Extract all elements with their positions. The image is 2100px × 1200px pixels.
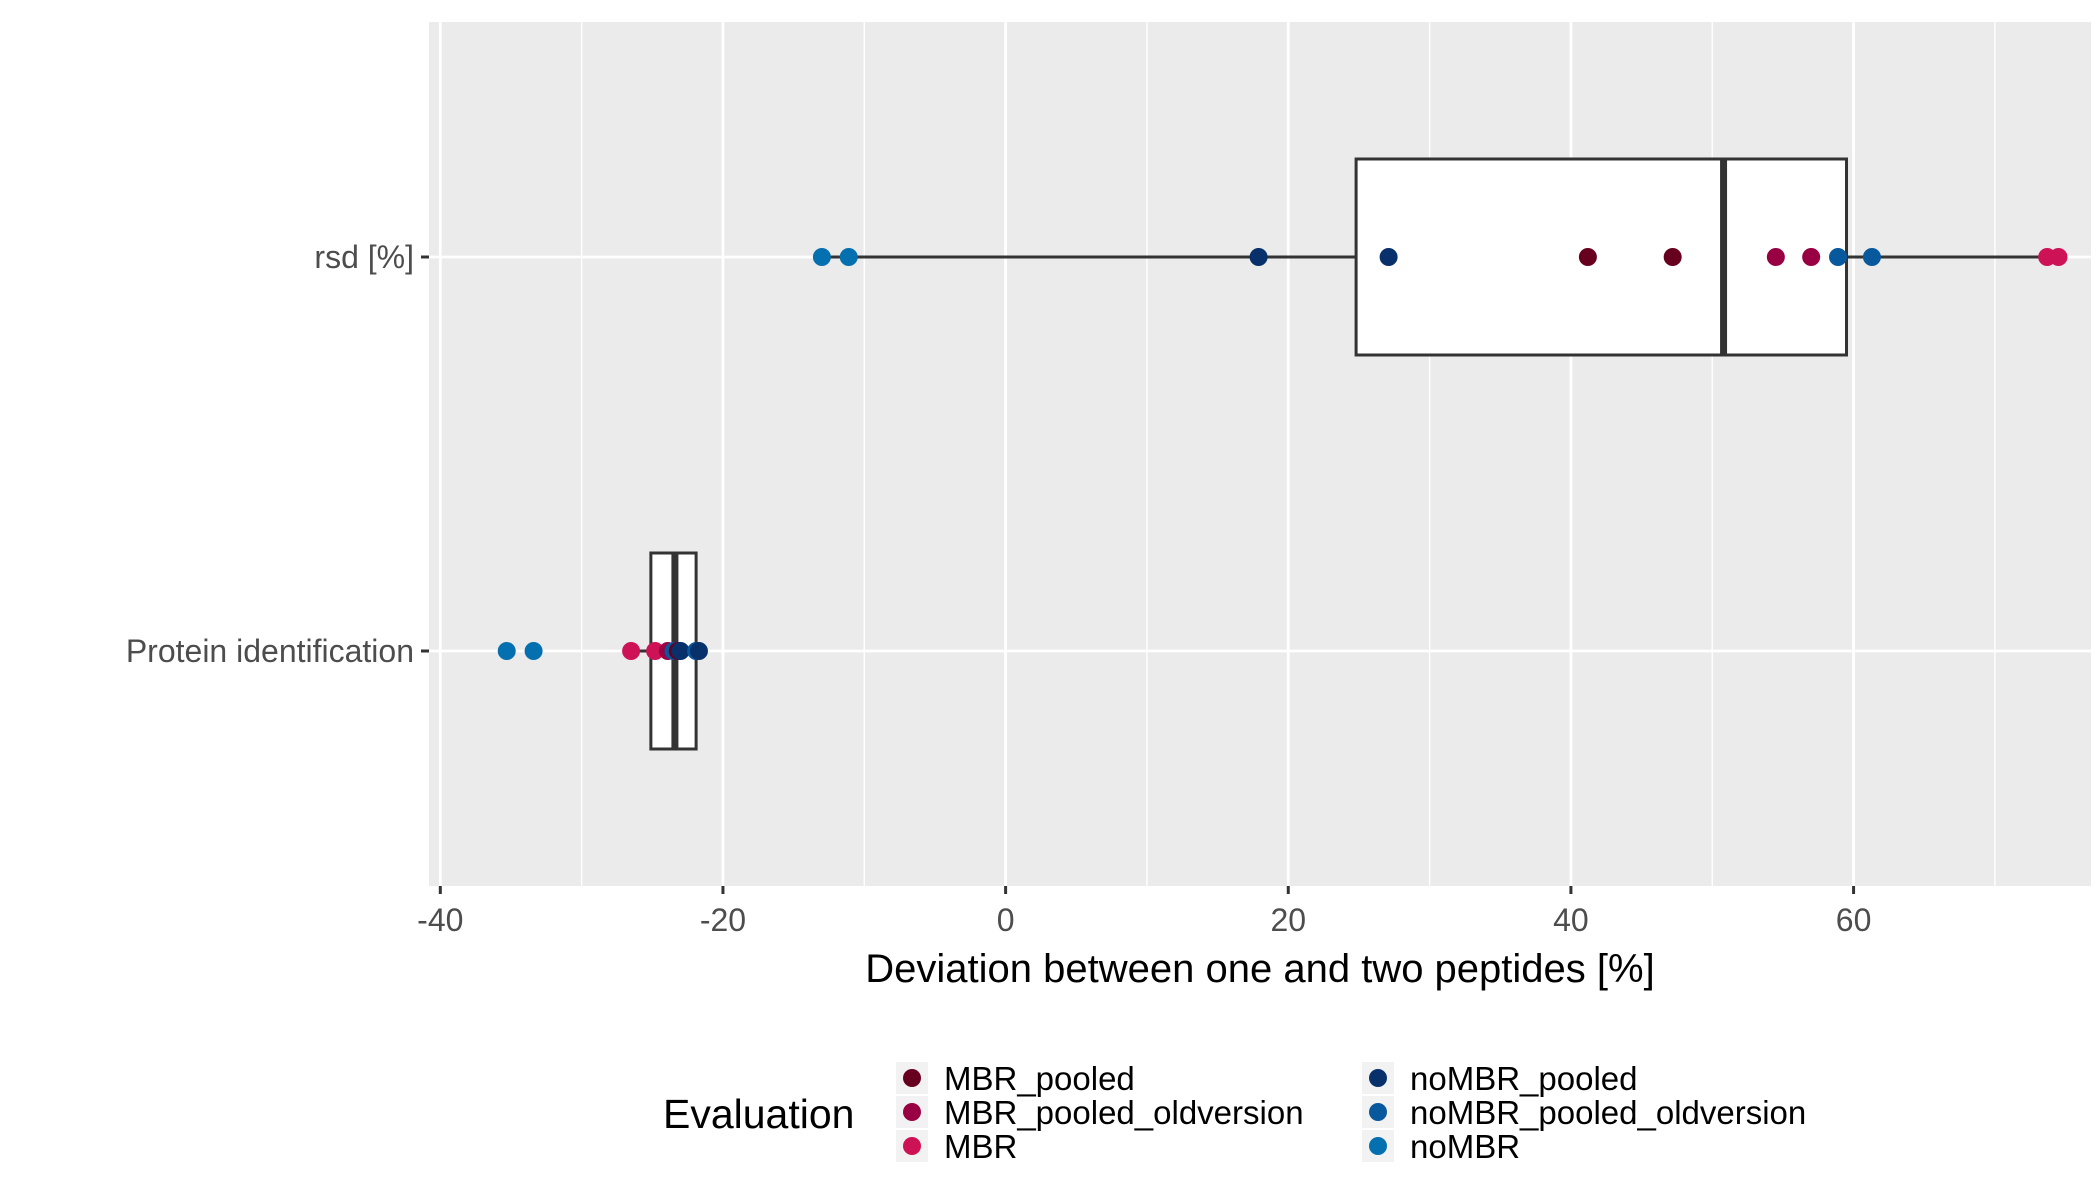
point-nombr: [839, 248, 858, 266]
point-nombr-pooled-oldversion: [1862, 248, 1881, 266]
legend-key-dot: [1369, 1137, 1387, 1155]
x-tick-label: 0: [997, 902, 1015, 938]
point-nombr: [497, 642, 516, 660]
point-nombr: [812, 248, 831, 266]
x-tick-label: 60: [1836, 902, 1872, 938]
data-points: [497, 248, 2068, 660]
legend-key-dot: [1369, 1069, 1387, 1087]
legend-label: MBR_pooled: [944, 1060, 1135, 1097]
point-nombr-pooled: [1379, 248, 1398, 266]
y-axis: rsd [%] Protein identification: [126, 239, 429, 669]
legend-key-dot: [903, 1137, 921, 1155]
legend-item-mbr: MBR: [896, 1128, 1017, 1165]
point-nombr-pooled: [1249, 248, 1268, 266]
legend-label: noMBR_pooled_oldversion: [1410, 1094, 1806, 1131]
legend-label: noMBR: [1410, 1128, 1520, 1165]
point-nombr-pooled: [689, 642, 708, 660]
boxplot-rsd: [821, 157, 2059, 357]
x-tick-label: 20: [1270, 902, 1306, 938]
y-tick-label: rsd [%]: [314, 239, 414, 275]
point-mbr-pooled: [1578, 248, 1597, 266]
x-axis-title: Deviation between one and two peptides […: [865, 947, 1654, 991]
point-mbr: [2049, 248, 2068, 266]
legend: Evaluation MBR_pooledMBR_pooled_oldversi…: [663, 1060, 1806, 1165]
legend-item-mbr-pooled: MBR_pooled: [896, 1060, 1135, 1097]
point-mbr-pooled-oldversion: [1766, 248, 1785, 266]
legend-title: Evaluation: [663, 1091, 854, 1137]
x-tick-label: -40: [417, 902, 463, 938]
plot-panel: [429, 22, 2091, 886]
x-tick-label: -20: [700, 902, 746, 938]
legend-label: MBR: [944, 1128, 1017, 1165]
y-tick-label: Protein identification: [126, 633, 414, 669]
point-nombr-pooled-oldversion: [1829, 248, 1848, 266]
point-mbr: [622, 642, 641, 660]
point-mbr-pooled-oldversion: [1802, 248, 1821, 266]
legend-key-dot: [1369, 1103, 1387, 1121]
x-tick-label: 40: [1553, 902, 1589, 938]
x-axis: -40 -20 0 20 40 60: [417, 886, 1871, 938]
boxplots: [631, 157, 2059, 751]
point-nombr-pooled: [671, 642, 690, 660]
legend-item-nombr-pooled: noMBR_pooled: [1362, 1060, 1638, 1097]
legend-key-dot: [903, 1069, 921, 1087]
legend-item-nombr-pooled-oldversion: noMBR_pooled_oldversion: [1362, 1094, 1806, 1131]
point-nombr: [524, 642, 543, 660]
legend-item-nombr: noMBR: [1362, 1128, 1520, 1165]
legend-label: noMBR_pooled: [1410, 1060, 1638, 1097]
box-iqr: [1354, 157, 1849, 357]
legend-key-dot: [903, 1103, 921, 1121]
legend-item-mbr-pooled-oldversion: MBR_pooled_oldversion: [896, 1094, 1304, 1131]
point-mbr-pooled: [1663, 248, 1682, 266]
legend-label: MBR_pooled_oldversion: [944, 1094, 1304, 1131]
point-mbr: [646, 642, 665, 660]
